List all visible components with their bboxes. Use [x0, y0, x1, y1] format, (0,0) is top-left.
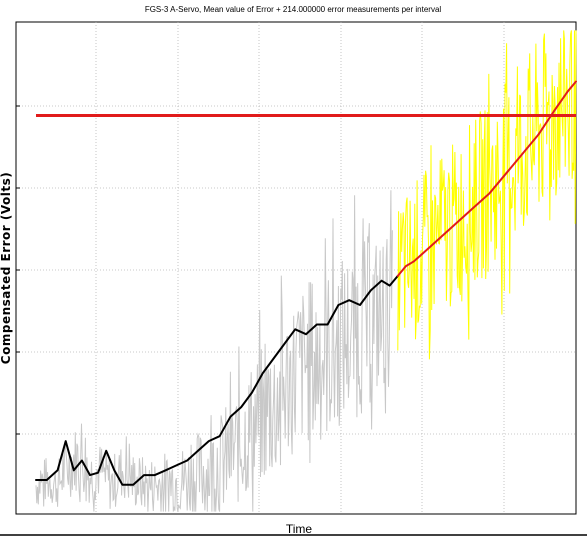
x-axis-label: Time — [286, 522, 313, 536]
raw-trace-late — [397, 30, 577, 360]
chart-title: FGS-3 A-Servo, Mean value of Error + 214… — [145, 5, 442, 14]
plot-frame — [15, 21, 577, 515]
y-axis-label: Compensated Error (Volts) — [0, 172, 13, 364]
data-layer — [35, 30, 577, 512]
mean-line-early — [35, 274, 399, 486]
mean-line-late — [396, 80, 577, 277]
raw-trace-early — [35, 190, 393, 512]
